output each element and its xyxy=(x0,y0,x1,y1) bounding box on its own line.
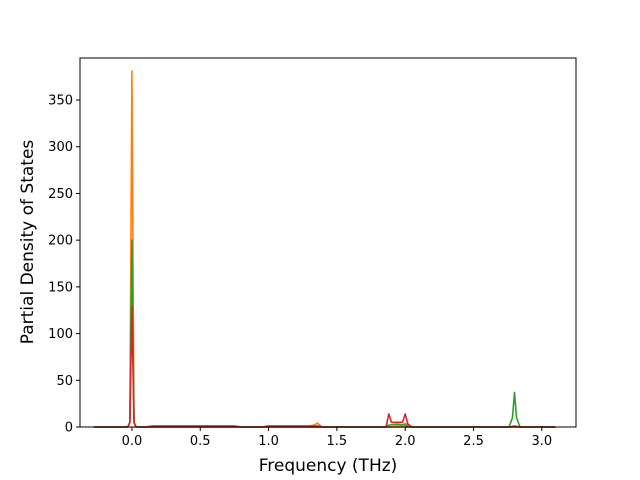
x-tick-label: 1.5 xyxy=(327,434,348,449)
y-tick-label: 200 xyxy=(48,234,73,249)
y-tick-label: 300 xyxy=(48,140,73,155)
x-tick-label: 2.0 xyxy=(395,434,416,449)
y-axis: 0 50 100 150 200 250 300 350 xyxy=(48,94,80,436)
y-axis-label: Partial Density of States xyxy=(18,140,38,345)
y-tick-label: 0 xyxy=(65,421,73,436)
y-tick-label: 50 xyxy=(56,374,73,389)
plot-frame xyxy=(79,57,577,428)
y-tick-label: 350 xyxy=(48,94,73,109)
y-tick-label: 150 xyxy=(48,280,73,295)
x-tick-label: 1.0 xyxy=(258,434,279,449)
series-line-3 xyxy=(93,239,556,428)
x-tick-label: 0.0 xyxy=(122,434,143,449)
x-tick-label: 0.5 xyxy=(190,434,211,449)
y-tick-label: 250 xyxy=(48,187,73,202)
x-tick-label: 2.5 xyxy=(463,434,484,449)
x-axis-label: Frequency (THz) xyxy=(259,456,398,476)
x-axis: 0.0 0.5 1.0 1.5 2.0 2.5 3.0 xyxy=(122,427,552,449)
y-tick-label: 100 xyxy=(48,327,73,342)
x-tick-label: 3.0 xyxy=(531,434,552,449)
